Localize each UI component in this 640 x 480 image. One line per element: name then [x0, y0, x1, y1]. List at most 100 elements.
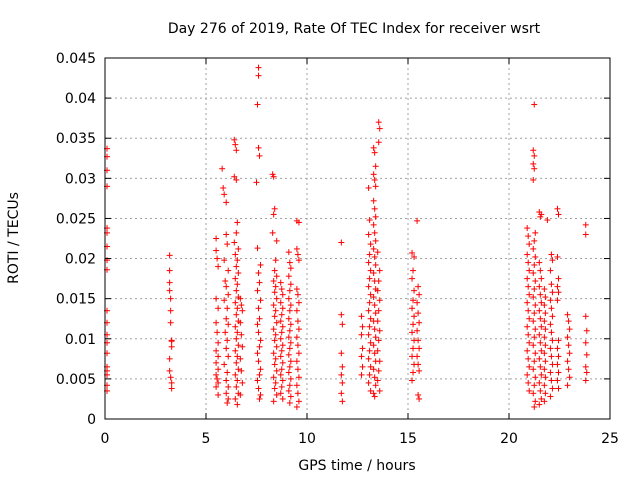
data-point — [526, 241, 533, 248]
y-axis-label: ROTI / TECUs — [6, 192, 22, 284]
data-point — [270, 398, 277, 405]
data-point — [538, 371, 545, 378]
data-point — [549, 257, 556, 264]
data-point — [277, 353, 284, 360]
data-point — [167, 307, 174, 314]
data-point — [287, 358, 294, 365]
data-point — [167, 319, 174, 326]
data-point — [536, 401, 543, 408]
data-point — [374, 347, 381, 354]
data-point — [371, 350, 378, 357]
data-point — [234, 377, 241, 384]
data-point — [414, 217, 421, 224]
data-point — [582, 363, 589, 370]
data-point — [536, 307, 543, 314]
data-point — [277, 318, 284, 325]
data-point — [233, 383, 240, 390]
data-point — [239, 307, 246, 314]
data-point — [273, 237, 280, 244]
data-point — [409, 377, 416, 384]
y-tick-label: 0.02 — [65, 252, 96, 268]
data-point — [525, 283, 532, 290]
data-point — [287, 302, 294, 309]
data-point — [278, 329, 285, 336]
y-tick-label: 0.035 — [56, 131, 96, 147]
data-point — [372, 334, 379, 341]
data-point — [526, 363, 533, 370]
data-point — [365, 259, 372, 266]
data-point — [531, 358, 538, 365]
data-point — [411, 313, 418, 320]
data-point — [542, 326, 549, 333]
data-point — [416, 291, 423, 298]
data-point — [293, 334, 300, 341]
data-point — [231, 173, 238, 180]
data-point — [256, 343, 263, 350]
data-point — [554, 345, 561, 352]
data-point — [526, 315, 533, 322]
data-point — [254, 101, 261, 108]
data-point — [525, 307, 532, 314]
data-point — [371, 149, 378, 156]
data-point — [233, 147, 240, 154]
data-point — [255, 329, 262, 336]
data-point — [237, 391, 244, 398]
data-point — [237, 295, 244, 302]
data-point — [168, 379, 175, 386]
data-point — [232, 141, 239, 148]
data-point — [524, 323, 531, 330]
data-point — [555, 369, 562, 376]
data-point — [279, 377, 286, 384]
data-point — [271, 337, 278, 344]
data-point — [285, 273, 292, 280]
data-point — [524, 347, 531, 354]
data-point — [255, 305, 262, 312]
data-point — [374, 249, 381, 256]
data-point — [541, 398, 548, 405]
data-point — [270, 302, 277, 309]
data-point — [372, 183, 379, 190]
data-point — [548, 281, 555, 288]
data-point — [286, 363, 293, 370]
x-tick-label: 0 — [101, 431, 110, 447]
data-point — [256, 152, 263, 159]
data-point — [277, 299, 284, 306]
data-point — [272, 379, 279, 386]
data-point — [549, 337, 556, 344]
data-point — [225, 291, 232, 298]
data-point — [224, 305, 231, 312]
data-point — [255, 144, 262, 151]
data-point — [293, 286, 300, 293]
data-point — [231, 136, 238, 143]
data-point — [542, 342, 549, 349]
data-point — [286, 327, 293, 334]
data-point — [294, 390, 301, 397]
data-point — [223, 199, 230, 206]
x-tick-label: 20 — [500, 431, 518, 447]
data-point — [548, 251, 555, 258]
data-point — [365, 231, 372, 238]
y-tick-label: 0.045 — [56, 51, 96, 67]
data-point — [375, 139, 382, 146]
data-point — [525, 379, 532, 386]
data-point — [358, 371, 365, 378]
data-point — [367, 387, 374, 394]
data-point — [273, 367, 280, 374]
data-point — [270, 374, 277, 381]
chart-title: Day 276 of 2019, Rate Of TEC Index for r… — [168, 21, 541, 37]
data-point — [166, 287, 173, 294]
data-point — [538, 395, 545, 402]
data-point — [416, 367, 423, 374]
data-point — [215, 379, 222, 386]
data-point — [582, 339, 589, 346]
data-point — [554, 297, 561, 304]
data-point — [376, 297, 383, 304]
data-point — [239, 379, 246, 386]
data-point — [339, 363, 346, 370]
data-point — [547, 297, 554, 304]
data-point — [233, 335, 240, 342]
data-point — [372, 261, 379, 268]
data-point — [365, 184, 372, 191]
data-point — [409, 275, 416, 282]
data-point — [371, 393, 378, 400]
